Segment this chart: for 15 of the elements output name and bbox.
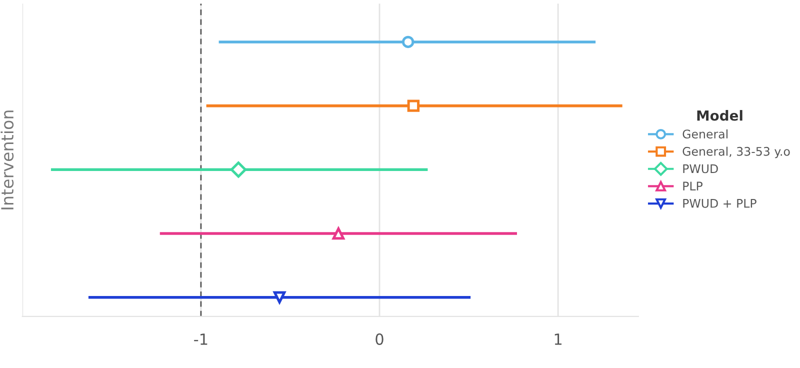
x-tick-label: 1 <box>554 334 562 345</box>
x-tick-label: -1 <box>194 334 208 345</box>
point <box>402 36 414 48</box>
legend-label: PWUD + PLP <box>683 199 756 208</box>
legend-title: Model <box>697 110 742 121</box>
point <box>230 162 247 178</box>
x-tick-label: 0 <box>376 333 384 345</box>
legend-label: General, 33-53 y.o <box>682 146 790 158</box>
point <box>332 227 345 240</box>
point <box>407 100 420 112</box>
y-axis-title: Intervention <box>0 110 14 210</box>
legend-label: PWUD <box>683 164 718 174</box>
legend-label: General <box>682 129 728 139</box>
point <box>273 291 286 304</box>
legend-label: PLP <box>683 182 702 190</box>
